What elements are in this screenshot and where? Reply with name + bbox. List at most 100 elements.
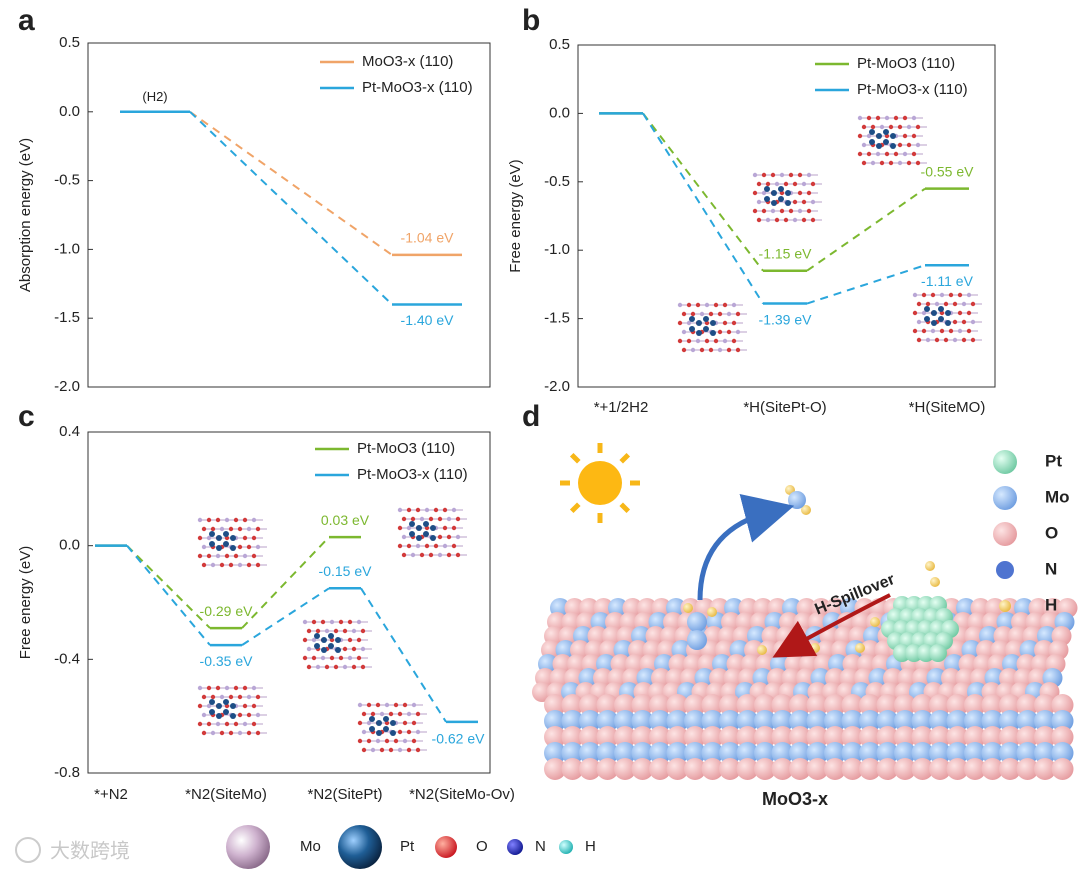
y-tick-label: 0.0 <box>59 103 80 120</box>
atom <box>397 525 403 531</box>
atom <box>752 172 758 178</box>
atom <box>401 552 407 558</box>
sun-ray <box>619 502 631 514</box>
atom <box>206 535 212 541</box>
slab-atom <box>631 726 654 748</box>
atom <box>376 730 382 736</box>
sun-ray <box>569 502 581 514</box>
atom <box>912 292 918 298</box>
atom <box>428 552 434 558</box>
atom <box>246 526 252 532</box>
atom <box>242 721 248 727</box>
atom <box>778 186 784 192</box>
atom-legend-swatch <box>338 825 382 869</box>
atom <box>681 347 687 353</box>
atom <box>311 655 317 661</box>
slab-atom <box>544 742 566 764</box>
atom <box>237 526 243 532</box>
atom <box>890 143 896 149</box>
atom <box>931 310 937 316</box>
atom <box>201 544 207 550</box>
atom <box>410 516 416 522</box>
atom <box>406 543 412 549</box>
slab-atom <box>999 726 1021 748</box>
slab-atom <box>561 758 584 780</box>
slab-atom <box>964 710 986 732</box>
atom <box>233 517 239 523</box>
atom <box>430 525 436 531</box>
atom <box>455 534 461 540</box>
atom <box>338 655 344 661</box>
atom <box>302 619 308 625</box>
atom <box>869 129 875 135</box>
slab-atom <box>771 742 794 764</box>
slab-atom <box>614 694 636 716</box>
atom <box>320 655 326 661</box>
atom <box>726 347 732 353</box>
legend-label: N <box>1045 559 1057 578</box>
slab-atom <box>719 742 741 764</box>
atom <box>357 738 363 744</box>
atom <box>342 646 348 652</box>
watermark: 大数跨境 <box>50 839 130 862</box>
atom <box>696 330 702 336</box>
atom <box>857 115 863 121</box>
slab-atom <box>736 726 759 748</box>
atom <box>251 517 257 523</box>
slab-atom <box>544 694 566 716</box>
atom <box>915 142 921 148</box>
connector <box>241 587 330 646</box>
slab-atom <box>876 758 899 780</box>
atom <box>406 729 412 735</box>
atom <box>884 151 890 157</box>
y-tick-label: -0.5 <box>544 173 570 190</box>
legend-label: Pt-MoO3-x (110) <box>357 466 468 483</box>
atom <box>433 543 439 549</box>
h-atom <box>855 643 865 653</box>
atom <box>201 562 207 568</box>
atom <box>370 747 376 753</box>
atom <box>361 711 367 717</box>
structure <box>752 172 822 223</box>
y-tick-label: -2.0 <box>54 378 80 395</box>
atom <box>902 115 908 121</box>
slab-atom <box>719 694 741 716</box>
atom <box>324 628 330 634</box>
atom <box>717 311 723 317</box>
atom <box>689 316 695 322</box>
slab-atom <box>876 726 899 748</box>
atom <box>219 526 225 532</box>
atom <box>406 711 412 717</box>
slab-atom <box>649 742 671 764</box>
atom <box>242 553 248 559</box>
atom <box>806 208 812 214</box>
atom <box>764 186 770 192</box>
atom <box>710 330 716 336</box>
spillover-arrow <box>772 593 891 658</box>
atom <box>681 329 687 335</box>
slab-atom <box>666 726 689 748</box>
atom <box>770 208 776 214</box>
y-tick-label: -1.0 <box>54 240 80 257</box>
slab-atom <box>859 726 881 748</box>
h-atom <box>930 577 940 587</box>
atom <box>366 738 372 744</box>
slab-atom <box>824 710 846 732</box>
slab-atom <box>789 758 811 780</box>
atom <box>451 507 457 513</box>
slab-atom <box>701 742 724 764</box>
atom <box>875 151 881 157</box>
atom <box>752 190 758 196</box>
atom <box>369 726 375 732</box>
atom-legend-label: Mo <box>300 838 321 855</box>
atom <box>771 190 777 196</box>
slab-atom <box>596 710 619 732</box>
slab-atom <box>841 742 864 764</box>
atom <box>329 655 335 661</box>
atom <box>943 337 949 343</box>
atom <box>406 525 412 531</box>
atom <box>857 133 863 139</box>
atom-legend-swatch <box>435 836 457 858</box>
value-label: 0.03 eV <box>321 512 370 528</box>
atom <box>437 516 443 522</box>
